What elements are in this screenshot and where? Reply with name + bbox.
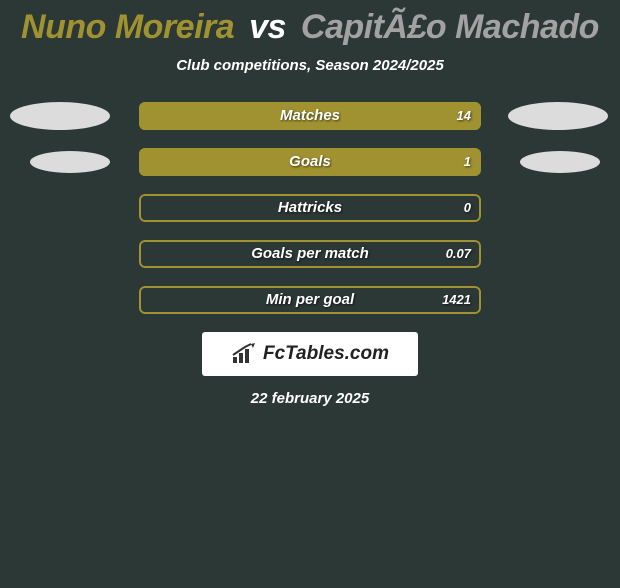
stat-row: Goals 1 [0,148,620,176]
stat-row: Goals per match 0.07 [0,240,620,268]
stat-value-right: 0 [464,194,471,222]
stat-label: Goals per match [251,240,369,268]
date-label: 22 february 2025 [0,390,620,407]
stat-label: Min per goal [266,286,354,314]
chart-icon [231,343,257,365]
player2-name: CapitÃ£o Machado [301,8,599,46]
ellipse-marker-right [508,102,608,130]
stats-area: Matches 14 Goals 1 Hattricks 0 Goals per match… [0,102,620,314]
stat-label: Goals [289,148,331,176]
stat-bar: Goals 1 [139,148,481,176]
stat-value-right: 14 [457,102,471,130]
ellipse-marker-left [30,151,110,173]
fctables-logo: FcTables.com [202,332,418,376]
stat-row: Min per goal 1421 [0,286,620,314]
ellipse-marker-left [10,102,110,130]
player1-name: Nuno Moreira [21,8,234,46]
comparison-title: Nuno Moreira vs CapitÃ£o Machado [0,8,620,47]
stat-row: Hattricks 0 [0,194,620,222]
stat-bar: Hattricks 0 [139,194,481,222]
stat-value-right: 1421 [442,286,471,314]
ellipse-marker-right [520,151,600,173]
stat-value-right: 1 [464,148,471,176]
stat-label: Hattricks [278,194,342,222]
stat-label: Matches [280,102,340,130]
stat-value-right: 0.07 [446,240,471,268]
subtitle: Club competitions, Season 2024/2025 [0,57,620,74]
vs-label: vs [249,8,286,46]
stat-bar: Goals per match 0.07 [139,240,481,268]
stat-row: Matches 14 [0,102,620,130]
logo-text: FcTables.com [263,343,389,365]
stat-bar: Matches 14 [139,102,481,130]
stat-bar: Min per goal 1421 [139,286,481,314]
